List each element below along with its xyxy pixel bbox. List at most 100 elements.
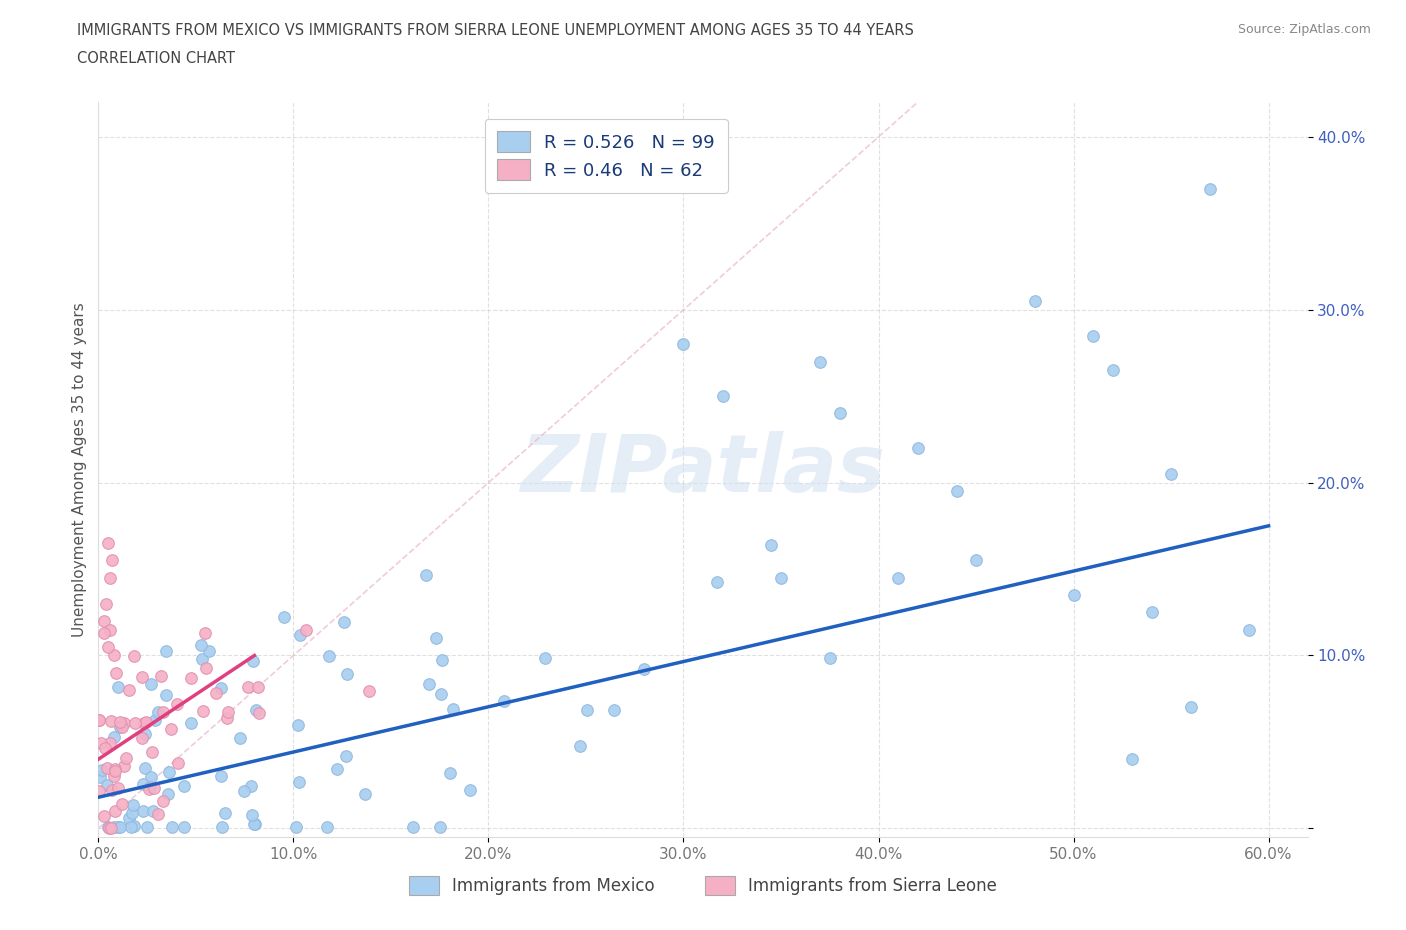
Point (134, 714, 156, 729)
Point (149, 669, 172, 684)
Point (672, 337, 695, 352)
Point (295, 623, 318, 638)
Point (576, 702, 599, 717)
Point (104, 762, 127, 777)
Point (243, 817, 266, 831)
Point (229, 731, 252, 746)
Point (430, 653, 453, 668)
Point (98, 736, 121, 751)
Point (134, 726, 156, 741)
Point (96, 596, 118, 611)
Point (148, 705, 170, 720)
Point (818, 650, 841, 665)
Point (429, 686, 451, 701)
Point (89, 769, 111, 784)
Point (211, 819, 233, 834)
Point (142, 780, 165, 795)
Point (335, 749, 357, 764)
Point (1101, 363, 1123, 378)
Point (761, 538, 783, 552)
Point (111, 797, 134, 812)
Point (569, 738, 592, 753)
Point (89, 712, 111, 727)
Point (769, 570, 792, 585)
Point (242, 653, 264, 668)
Point (173, 778, 195, 793)
Point (104, 764, 127, 778)
Point (429, 819, 451, 834)
Point (1024, 294, 1046, 309)
Point (155, 644, 177, 658)
Point (439, 765, 461, 780)
Point (633, 662, 655, 677)
Point (156, 787, 179, 802)
Point (96, 777, 118, 792)
Point (166, 697, 188, 711)
Point (122, 648, 145, 663)
Point (353, 787, 375, 802)
Point (194, 625, 217, 640)
Point (96, 760, 118, 775)
Point (90, 736, 112, 751)
Point (287, 775, 309, 790)
Point (132, 804, 155, 818)
Point (103, 819, 125, 834)
Point (107, 680, 129, 695)
Point (828, 406, 851, 421)
Point (359, 684, 381, 698)
Point (120, 819, 142, 834)
Text: ZIPatlas: ZIPatlas (520, 431, 886, 509)
Point (217, 711, 239, 725)
Point (131, 730, 153, 745)
Point (191, 651, 214, 666)
Point (425, 631, 447, 645)
Point (808, 354, 831, 369)
Point (441, 701, 464, 716)
Point (194, 660, 217, 675)
Point (316, 819, 339, 834)
Point (180, 715, 202, 730)
Point (415, 567, 437, 582)
Point (239, 778, 262, 793)
Point (101, 783, 124, 798)
Point (112, 715, 135, 730)
Point (139, 677, 162, 692)
Point (240, 807, 263, 822)
Point (273, 610, 295, 625)
Point (136, 819, 159, 834)
Point (97, 640, 120, 655)
Point (132, 777, 155, 791)
Point (110, 714, 132, 729)
Point (89, 712, 111, 727)
Point (134, 715, 156, 730)
Point (214, 805, 236, 820)
Point (155, 687, 177, 702)
Point (104, 804, 127, 818)
Point (1081, 328, 1104, 343)
Point (108, 819, 131, 834)
Point (97, 536, 120, 551)
Text: IMMIGRANTS FROM MEXICO VS IMMIGRANTS FROM SIERRA LEONE UNEMPLOYMENT AMONG AGES 3: IMMIGRANTS FROM MEXICO VS IMMIGRANTS FRO… (77, 23, 914, 38)
Point (100, 821, 122, 836)
Point (1063, 588, 1085, 603)
Legend: Immigrants from Mexico, Immigrants from Sierra Leone: Immigrants from Mexico, Immigrants from … (402, 870, 1004, 902)
Point (711, 389, 734, 404)
Point (160, 819, 183, 834)
Point (107, 781, 129, 796)
Point (124, 716, 146, 731)
Point (193, 704, 215, 719)
Point (907, 441, 929, 456)
Point (458, 783, 481, 798)
Point (160, 722, 183, 737)
Point (101, 553, 124, 568)
Point (112, 758, 135, 773)
Point (209, 768, 232, 783)
Point (706, 575, 728, 590)
Point (141, 744, 163, 759)
Point (290, 628, 312, 643)
Point (114, 751, 136, 766)
Point (243, 817, 266, 831)
Point (402, 819, 425, 834)
Point (534, 651, 557, 666)
Point (333, 615, 356, 630)
